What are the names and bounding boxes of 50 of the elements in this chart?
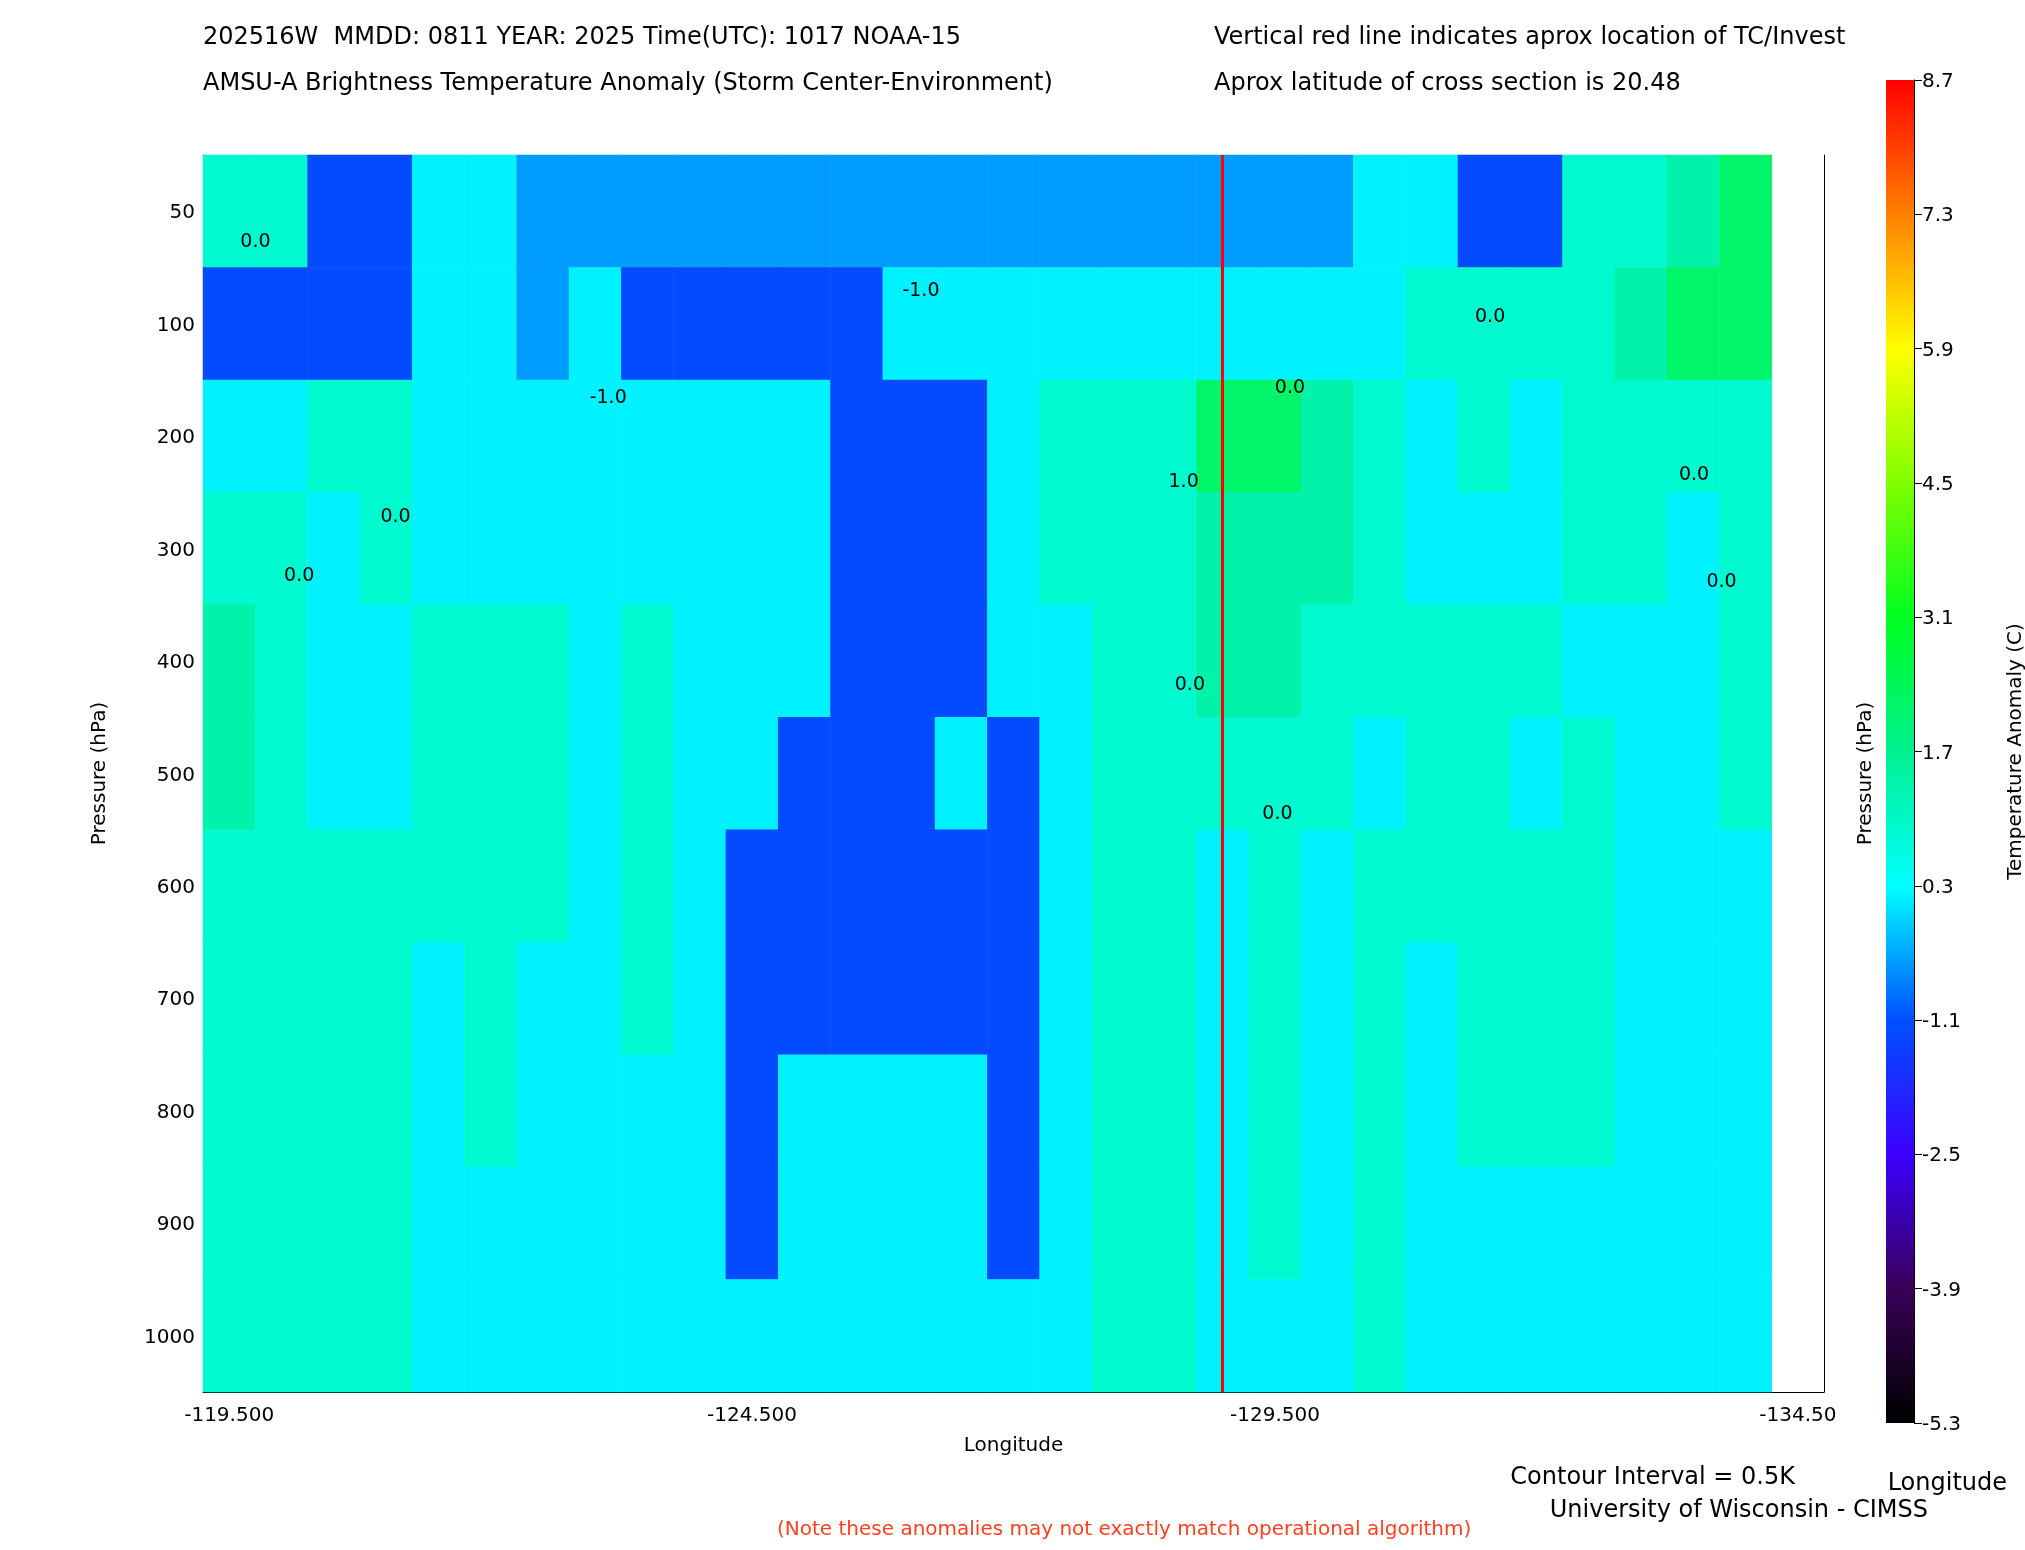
x-tick-label: -119.500 (184, 1402, 275, 1426)
text: Vertical red line indicates aprox location of TC/Invest (1214, 22, 1846, 50)
text: Longitude (1887, 1468, 2008, 1496)
color-bar-label: -1.1 (1922, 1008, 1962, 1033)
color-bar-label: -2.5 (1922, 1142, 1962, 1167)
y-tick-label: 1000 (144, 1323, 195, 1348)
color-bar-label: 3.1 (1922, 605, 1954, 630)
y-tick-label: 800 (156, 1098, 195, 1123)
text: Contour Interval = 0.5K (1510, 1462, 1797, 1490)
color-bar-label: 8.7 (1922, 68, 1954, 92)
y-tick-label: 400 (156, 649, 195, 674)
annotation: 0.0 (1706, 569, 1737, 592)
color-bar-label: -5.3 (1922, 1411, 1962, 1435)
annotation: 0.0 (1475, 303, 1506, 326)
y-tick-label: 200 (156, 424, 195, 449)
y-axis-title: Pressure (hPa) (86, 701, 110, 846)
x-tick-label: -134.50 (1759, 1402, 1837, 1426)
x-axis-title: Longitude (963, 1432, 1064, 1456)
text: University of Wisconsin - CIMSS (1549, 1495, 1928, 1523)
color-bar-label: 5.9 (1922, 336, 1954, 361)
x-tick-label: -124.500 (707, 1402, 798, 1426)
annotation: 0.0 (1262, 801, 1293, 824)
y-tick-label: 700 (156, 986, 195, 1011)
x-tick-label: -129.500 (1229, 1402, 1320, 1426)
color-bar-label: 0.3 (1922, 873, 1954, 898)
text: Aprox latitude of cross section is 20.48 (1214, 68, 1681, 96)
annotation: 0.0 (284, 563, 315, 586)
color-bar-label: 7.3 (1922, 202, 1954, 227)
y-tick-label: 900 (156, 1211, 195, 1236)
chart-subtitle: AMSU-A Brightness Temperature Anomaly (Storm Center-Environment) (203, 68, 1053, 96)
color-bar-label: 1.7 (1922, 739, 1954, 764)
annotation: 0.0 (240, 228, 271, 251)
chart-title: 202516W MMDD: 0811 YEAR: 2025 Time(UTC): 1017 NOAA-15 (203, 22, 962, 50)
annotation: -1.0 (589, 385, 627, 408)
annotation: -1.0 (902, 277, 940, 300)
y-tick-label: 600 (156, 873, 195, 898)
annotation: 0.0 (1678, 462, 1710, 485)
y-tick-label: 100 (156, 311, 195, 336)
y-tick-label: 50 (169, 199, 195, 224)
annotation: 0.0 (1174, 672, 1205, 695)
y-tick-label: 300 (156, 536, 195, 561)
text: (Note these anomalies may not exactly match operational algorithm) (776, 1516, 1472, 1540)
annotation: 1.0 (1168, 469, 1199, 492)
y-tick-label: 500 (156, 761, 195, 786)
color-bar-label: 4.5 (1922, 470, 1954, 495)
color-bar-title: Temperature Anomaly (C) (2002, 623, 2025, 881)
y2-axis-title: Pressure (hPa) (1852, 701, 1876, 846)
color-bar-label: -3.9 (1922, 1276, 1962, 1301)
annotation: 0.0 (380, 503, 411, 526)
annotation: 0.0 (1274, 374, 1306, 397)
